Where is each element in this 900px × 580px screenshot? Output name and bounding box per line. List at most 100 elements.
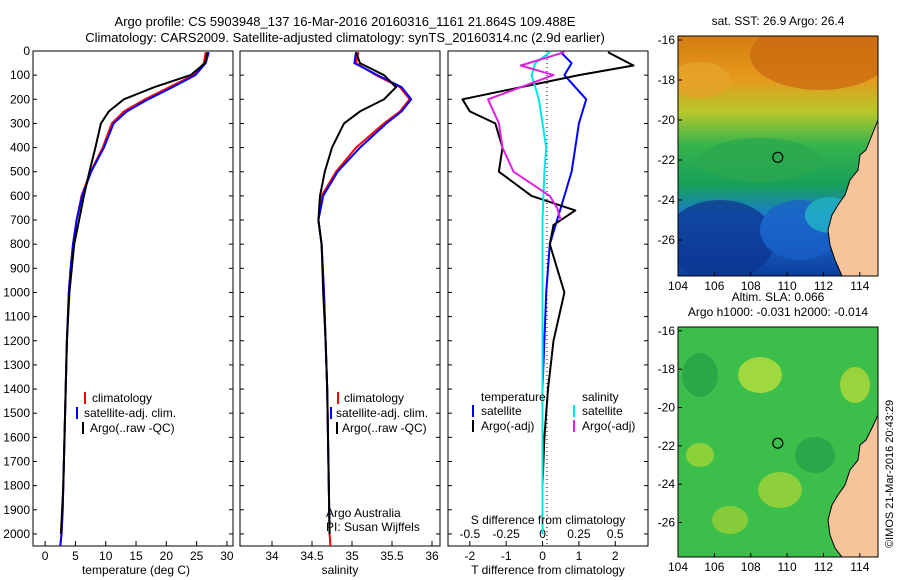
sst-map-ticks: 104 106 108 110 112 114 -16 -18 -20 -22 -24 -26 xyxy=(658,33,870,293)
x-tick-label: 10 xyxy=(99,549,113,563)
temperature-series xyxy=(59,51,210,547)
x-tick-label: 30 xyxy=(220,549,234,563)
lon-tick-label: 114 xyxy=(850,560,869,574)
legend-swatch-argo xyxy=(82,422,84,434)
legend-header-temperature: temperature xyxy=(481,390,546,404)
legend-label-t-argo: Argo(-adj) xyxy=(481,419,534,433)
legend-label-satellite: satellite-adj. clim. xyxy=(84,406,176,420)
depth-tick-label: 100 xyxy=(10,68,30,82)
lat-tick-label: -22 xyxy=(658,439,676,453)
legend-label-s-satellite: satellite xyxy=(582,404,623,418)
legend-swatch-climatology xyxy=(84,392,86,404)
legend-swatch-t-satellite xyxy=(472,405,474,417)
temperature-plot-frame xyxy=(32,50,234,547)
x-tick-label: -1 xyxy=(501,549,512,563)
warm-patch xyxy=(750,36,878,90)
lon-tick-label: 110 xyxy=(778,279,797,293)
depth-tick-label: 800 xyxy=(10,237,30,251)
depth-tick-label: 1100 xyxy=(4,310,30,324)
depth-tick-label: 0 xyxy=(23,44,30,58)
depth-tick-label: 200 xyxy=(10,92,30,106)
credit-argo-australia: Argo Australia xyxy=(326,506,401,520)
t-difference-axis-label: T difference from climatology xyxy=(471,563,625,577)
low-sla-patch xyxy=(795,437,835,473)
australia-coast xyxy=(827,414,878,557)
lon-tick-label: 104 xyxy=(668,279,688,293)
argo-float-marker xyxy=(772,151,784,163)
x-tick-label: 0 xyxy=(42,549,49,563)
s-tick-label: -0.25 xyxy=(493,527,521,541)
depth-tick-labels: 0 100 200 300 400 500 600 700 800 900 1000 1100 1200… xyxy=(3,44,233,541)
x-tick-label: 20 xyxy=(160,549,174,563)
temperature-axis-label: temperature (deg C) xyxy=(82,563,190,577)
depth-tick-label: 1700 xyxy=(3,454,30,468)
depth-tick-label: 1800 xyxy=(3,479,30,493)
s-tick-label: -0.5 xyxy=(459,527,480,541)
series-line-argo-raw-qc- xyxy=(317,51,397,534)
difference-series xyxy=(461,51,635,534)
legend-label-satellite: satellite-adj. clim. xyxy=(336,406,428,420)
green-patch xyxy=(700,138,820,182)
legend-swatch-s-argo xyxy=(573,420,575,432)
salinity-panel: 34 34.5 35 35.5 36 salinity climatology sate… xyxy=(239,50,441,577)
s-difference-axis-label: S difference from climatology xyxy=(471,513,626,527)
depth-tick-label: 2000 xyxy=(3,527,30,541)
sla-map-ticks: 104 106 108 110 112 114 -16 -18 -20 -22 -24 -26 xyxy=(658,324,870,574)
depth-tick-label: 1900 xyxy=(3,503,30,517)
depth-tick-label: 300 xyxy=(10,116,30,130)
depth-tick-label: 600 xyxy=(10,189,30,203)
temperature-legend: climatology satellite-adj. clim. Argo(..… xyxy=(76,391,176,435)
x-tick-label: 36 xyxy=(425,549,439,563)
x-tick-label: 15 xyxy=(129,549,143,563)
legend-header-salinity: salinity xyxy=(582,390,619,404)
lon-tick-label: 104 xyxy=(668,560,688,574)
lat-tick-label: -18 xyxy=(658,73,676,87)
high-sla-patch xyxy=(758,472,802,508)
sst-map: sat. SST: 26.9 Argo: 26.4 104 106 108 110 11… xyxy=(658,14,879,293)
legend-label-s-argo: Argo(-adj) xyxy=(582,419,635,433)
x-tick-label: 2 xyxy=(612,549,619,563)
australia-coast xyxy=(827,119,878,276)
x-tick-label: 25 xyxy=(190,549,204,563)
lat-tick-label: -16 xyxy=(658,33,676,47)
legend-swatch-satellite xyxy=(76,407,78,419)
high-sla-patch xyxy=(712,506,748,534)
s-tick-label: 0.25 xyxy=(567,527,591,541)
sla-map-title: Altim. SLA: 0.066 xyxy=(732,290,825,304)
legend-swatch-s-satellite xyxy=(573,405,575,417)
legend-label-t-satellite: satellite xyxy=(481,404,522,418)
sla-field-blobs xyxy=(682,353,870,534)
imos-credit: ©IMOS 21-Mar-2016 20:43:29 xyxy=(884,400,896,548)
series-line-argo-adj- xyxy=(487,51,565,221)
high-sla-patch xyxy=(840,367,870,403)
sla-map-frame xyxy=(677,326,879,558)
lat-tick-label: -26 xyxy=(658,233,676,247)
low-sla-patch xyxy=(682,353,718,397)
series-line-argo-raw-qc- xyxy=(59,51,209,534)
depth-tick-label: 1200 xyxy=(3,334,30,348)
legend-label-argo: Argo(..raw -QC) xyxy=(342,421,427,435)
high-sla-patch xyxy=(738,357,782,393)
salinity-plot-frame xyxy=(239,50,441,547)
x-tick-label: 0 xyxy=(539,549,546,563)
argo-float-marker xyxy=(772,437,784,449)
cool-patch xyxy=(678,200,775,276)
depth-tick-label: 1600 xyxy=(3,430,30,444)
x-tick-label: 1 xyxy=(576,549,583,563)
sla-map: Altim. SLA: 0.066 Argo h1000: -0.031 h20… xyxy=(658,290,879,574)
s-tick-label: 0 xyxy=(539,527,546,541)
lat-tick-label: -16 xyxy=(658,324,676,338)
salinity-series xyxy=(317,51,413,547)
figure-title-line2: Climatology: CARS2009. Satellite-adjuste… xyxy=(85,30,605,45)
legend-swatch-satellite xyxy=(330,407,332,419)
credit-pi: PI: Susan Wijffels xyxy=(326,520,420,534)
lon-tick-label: 114 xyxy=(850,279,869,293)
legend-label-climatology: climatology xyxy=(92,391,152,405)
sst-map-title: sat. SST: 26.9 Argo: 26.4 xyxy=(712,14,845,28)
lon-tick-label: 108 xyxy=(741,560,761,574)
depth-tick-label: 1300 xyxy=(3,358,30,372)
x-tick-label: 34 xyxy=(265,549,279,563)
salinity-legend: climatology satellite-adj. clim. Argo(..… xyxy=(330,391,428,435)
difference-plot-frame xyxy=(447,50,649,547)
